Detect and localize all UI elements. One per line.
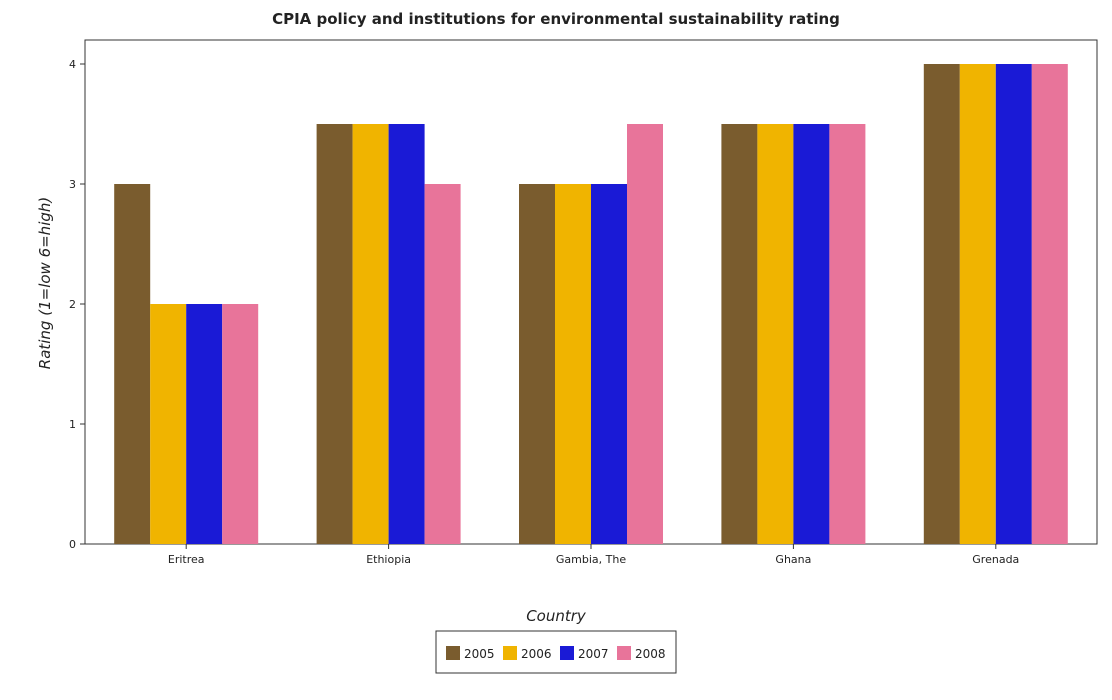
x-tick-label: Ethiopia: [366, 553, 411, 566]
x-axis-label: Country: [526, 607, 587, 625]
y-tick-label: 3: [69, 178, 76, 191]
chart-title: CPIA policy and institutions for environ…: [272, 10, 840, 28]
legend-label-2007: 2007: [578, 647, 609, 661]
bar-2007: [591, 184, 627, 544]
y-tick-label: 1: [69, 418, 76, 431]
x-tick-label: Grenada: [972, 553, 1019, 566]
bar-2007: [388, 124, 425, 544]
x-tick-label: Eritrea: [168, 553, 205, 566]
bar-2007: [793, 124, 830, 544]
legend-swatch-2007: [560, 646, 574, 660]
bar-2005: [316, 124, 353, 544]
y-tick-label: 4: [69, 58, 76, 71]
bar-2006: [757, 124, 794, 544]
bar-2005: [114, 184, 151, 544]
bar-2005: [923, 64, 960, 544]
plot-area: 0 1 2 3 4 Eritrea Ethiopia Gambia, The Ghana Gren…: [69, 39, 1098, 566]
bar-2007: [186, 304, 223, 544]
legend-swatch-2005: [446, 646, 460, 660]
legend-box: [435, 630, 677, 674]
bar-2006: [150, 304, 187, 544]
bar-2006: [555, 184, 591, 544]
x-tick-label: Ghana: [775, 553, 811, 566]
legend: 2005 2006 2007 2008: [435, 630, 677, 674]
bar-2008: [829, 124, 866, 544]
bar-2007: [995, 64, 1032, 544]
bar-2008: [1031, 64, 1068, 544]
y-tick-label: 2: [69, 298, 76, 311]
bar-2005: [519, 184, 555, 544]
x-tick-label: Gambia, The: [556, 553, 626, 566]
bar-2008: [627, 124, 663, 544]
legend-label-2005: 2005: [464, 647, 495, 661]
legend-swatch-2006: [503, 646, 517, 660]
bar-2008: [424, 184, 461, 544]
legend-label-2008: 2008: [635, 647, 666, 661]
bar-2006: [352, 124, 389, 544]
bar-2006: [959, 64, 996, 544]
legend-swatch-2008: [617, 646, 631, 660]
legend-label-2006: 2006: [521, 647, 552, 661]
bar-2005: [721, 124, 758, 544]
y-axis-label: Rating (1=low 6=high): [36, 197, 54, 369]
bar-2008: [222, 304, 259, 544]
y-tick-label: 0: [69, 538, 76, 551]
